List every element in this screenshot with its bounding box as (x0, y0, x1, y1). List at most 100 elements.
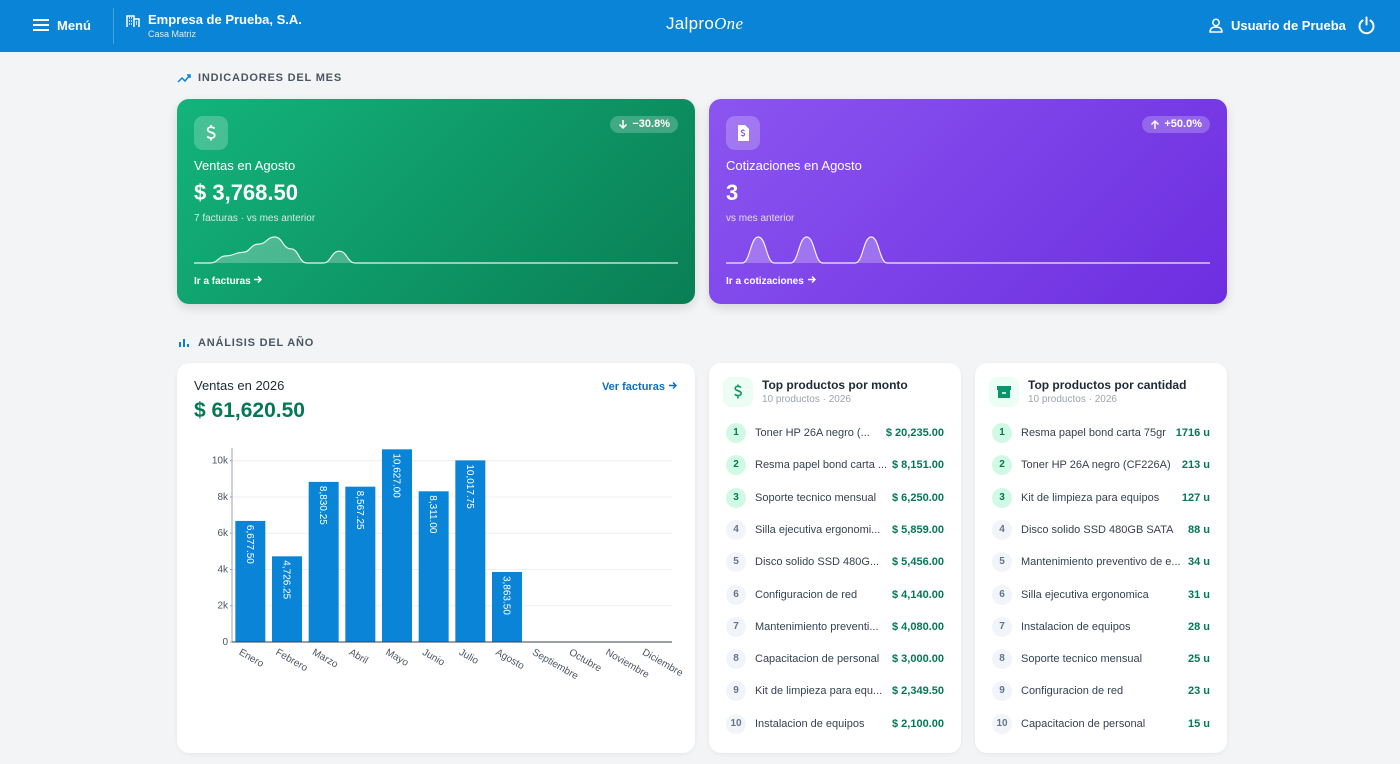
doc-icon (726, 116, 760, 150)
bar (272, 556, 302, 642)
x-tick-label: Julio (457, 647, 481, 667)
list-row: 3 Kit de limpieza para equipos 127 u (992, 486, 1210, 510)
product-value: $ 4,080.00 (892, 620, 944, 633)
card-label: Ventas en Agosto (194, 158, 296, 173)
list-row: 9 Kit de limpieza para equ... $ 2,349.50 (726, 679, 944, 703)
rank-badge: 6 (726, 584, 746, 605)
dollar-icon (194, 116, 228, 150)
change-badge: −30.8% (610, 116, 678, 133)
product-name: Capacitacion de personal (1021, 717, 1146, 730)
rank-badge: 8 (992, 649, 1012, 670)
list-row: 8 Capacitacion de personal $ 3,000.00 (726, 647, 944, 671)
chart-total: $ 61,620.50 (194, 399, 305, 422)
power-button[interactable] (1357, 16, 1376, 35)
product-name: Mantenimiento preventi... (755, 620, 879, 633)
sparkline-area (194, 237, 678, 263)
y-tick-label: 6k (217, 528, 229, 539)
bar-chart: 0 2k 4k 6k 8k 10k Enero 6,677.50 Febrero 4,726.25… (212, 448, 685, 682)
sparkline-line (726, 236, 1210, 264)
product-value: $ 2,349.50 (892, 685, 944, 698)
product-value: $ 4,140.00 (892, 588, 944, 601)
y-tick-label: 0 (222, 637, 228, 648)
product-value: 28 u (1187, 620, 1210, 633)
product-name: Mantenimiento preventivo de e... (1021, 556, 1181, 569)
product-name: Resma papel bond carta 75gr (1021, 427, 1166, 439)
list-row: 10 Instalacion de equipos $ 2,100.00 (726, 712, 944, 736)
change-badge: +50.0% (1142, 116, 1210, 133)
rank-badge: 8 (726, 649, 746, 670)
product-name: Configuracion de red (755, 588, 858, 601)
data-label: 8,311.00 (427, 495, 438, 534)
card-value: $ 3,768.50 (194, 180, 298, 205)
rank-badge: 2 (992, 455, 1012, 476)
list-sub: 10 productos · 2026 (1028, 394, 1117, 405)
data-label: 8,567.25 (354, 491, 365, 530)
product-value: 1716 u (1175, 427, 1210, 439)
card-sub: 7 facturas · vs mes anterior (194, 213, 316, 224)
bar (235, 520, 266, 642)
sparkline-line (194, 236, 678, 264)
user-name[interactable]: Usuario de Prueba (1231, 18, 1346, 33)
product-name: Instalacion de equipos (1021, 620, 1131, 633)
data-label: 10,017.75 (464, 464, 475, 509)
x-tick-label: Marzo (310, 647, 340, 671)
list-row: 10 Capacitacion de personal 15 u (992, 712, 1210, 736)
menu-button[interactable]: Menú (32, 17, 91, 38)
product-value: $ 8,151.00 (892, 459, 944, 472)
product-value: 34 u (1187, 556, 1210, 569)
rank-badge: 5 (726, 552, 746, 573)
x-tick-label: Agosto (494, 647, 527, 672)
product-name: Soporte tecnico mensual (755, 491, 877, 504)
list-row: 8 Soporte tecnico mensual 25 u (992, 647, 1210, 671)
top-amount-card: Top productos por monto 10 productos · 2… (709, 363, 961, 753)
rank-badge: 10 (992, 713, 1012, 734)
product-value: $ 20,235.00 (885, 427, 944, 439)
rank-badge: 3 (992, 487, 1012, 508)
product-value: 23 u (1187, 685, 1210, 698)
building-icon (126, 15, 140, 27)
x-tick-label: Mayo (384, 647, 411, 669)
rank-badge: 9 (726, 681, 746, 702)
sparkline (194, 236, 678, 264)
x-tick-label: Abril (347, 647, 370, 667)
rank-badge: 1 (992, 423, 1012, 443)
branch-name: Casa Matriz (148, 29, 197, 39)
product-value: 15 u (1187, 717, 1210, 730)
product-name: Disco solido SSD 480G... (755, 556, 880, 569)
bar (345, 486, 376, 642)
product-name: Silla ejecutiva ergonomica (1021, 588, 1149, 601)
rank-badge: 6 (992, 584, 1012, 605)
logo: JalproOne (666, 14, 743, 34)
badge-text: +50.0% (1164, 118, 1202, 130)
rank-badge: 4 (992, 519, 1012, 540)
bar (308, 481, 339, 642)
sparkline (726, 236, 1210, 264)
sales-chart-card: Ventas en 2026 $ 61,620.50 Ver facturas … (177, 363, 695, 753)
card-link[interactable]: Ir a facturas (194, 275, 263, 287)
quotes-card: +50.0% Cotizaciones en Agosto 3 vs mes a… (709, 99, 1227, 304)
rank-badge: 3 (726, 487, 746, 508)
logo-accent: One (714, 14, 744, 33)
data-label: 4,726.25 (281, 560, 292, 599)
top-quantity-card: Top productos por cantidad 10 productos … (975, 363, 1227, 753)
product-name: Silla ejecutiva ergonomi... (755, 523, 881, 536)
x-tick-label: Enero (237, 647, 266, 670)
rank-badge: 7 (992, 616, 1012, 637)
data-label: 8,830.25 (317, 486, 328, 525)
chart-link[interactable]: Ver facturas (602, 381, 678, 393)
product-name: Instalacion de equipos (755, 717, 865, 730)
rank-badge: 10 (726, 713, 746, 734)
list-row: 5 Disco solido SSD 480G... $ 5,456.00 (726, 550, 944, 574)
logo-main: Jalpro (666, 14, 715, 33)
product-name: Capacitacion de personal (755, 653, 880, 666)
sales-card: −30.8% Ventas en Agosto $ 3,768.50 7 fac… (177, 99, 695, 304)
list-row: 4 Disco solido SSD 480GB SATA 88 u (992, 518, 1210, 542)
data-label: 10,627.00 (391, 453, 402, 498)
section-title: ANÁLISIS DEL AÑO (198, 337, 315, 349)
product-name: Kit de limpieza para equ... (755, 685, 883, 698)
card-link[interactable]: Ir a cotizaciones (726, 275, 817, 287)
y-tick-label: 2k (217, 601, 229, 612)
x-tick-label: Febrero (274, 647, 310, 674)
list-title: Top productos por cantidad (1028, 378, 1187, 392)
y-tick-label: 10k (212, 456, 229, 467)
